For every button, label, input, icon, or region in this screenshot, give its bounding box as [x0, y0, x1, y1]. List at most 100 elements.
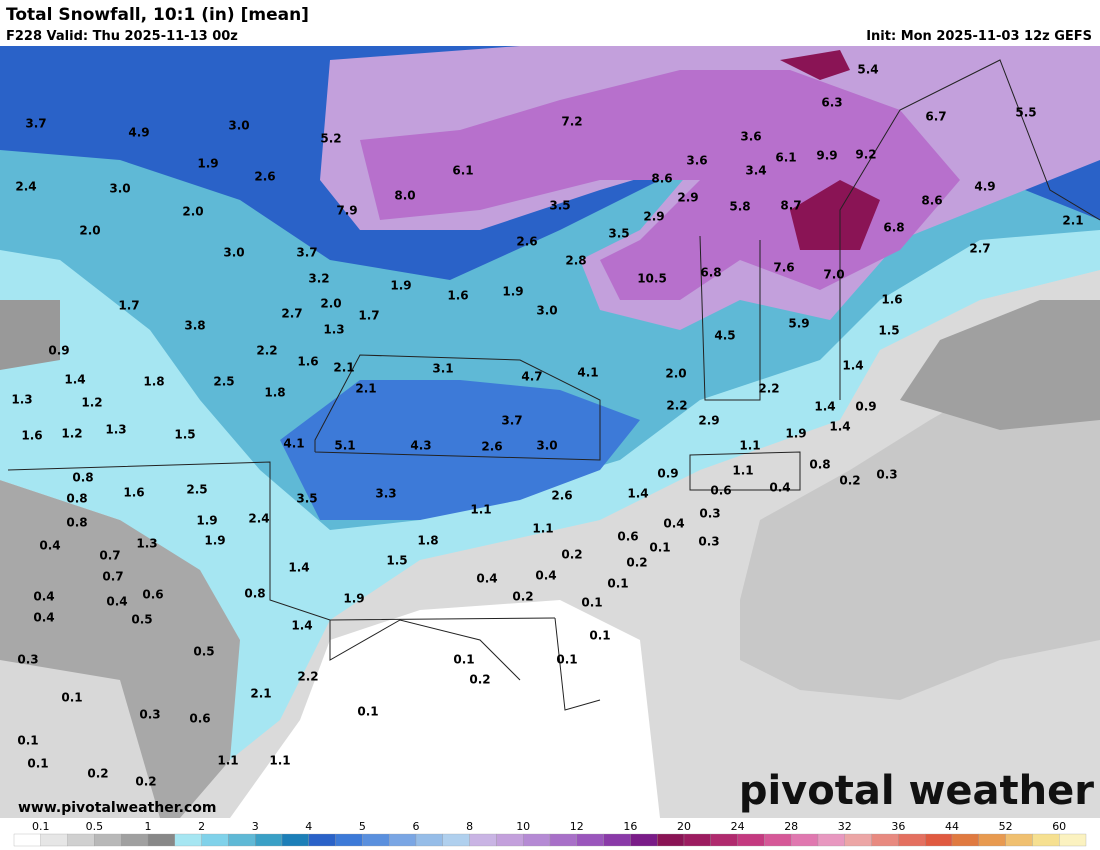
snow-value: 3.0 [109, 182, 130, 196]
colorbar-cell [1005, 833, 1033, 847]
snow-value: 0.3 [17, 653, 38, 667]
colorbar-label: 3 [252, 820, 259, 833]
colorbar-cell [121, 833, 149, 847]
snow-value: 1.3 [11, 393, 32, 407]
snow-value: 0.4 [39, 539, 60, 553]
snow-value: 1.7 [118, 299, 139, 313]
brand-logo: pivotal weather [739, 768, 1094, 814]
snow-band [280, 380, 640, 520]
snow-value: 1.5 [174, 428, 195, 442]
snow-value: 1.4 [829, 420, 850, 434]
snow-value: 0.1 [556, 653, 577, 667]
snow-value: 1.1 [532, 522, 553, 536]
snow-value: 2.6 [254, 170, 275, 184]
snow-value: 0.3 [699, 507, 720, 521]
snow-value: 3.2 [308, 272, 329, 286]
colorbar-label: 0.5 [86, 820, 104, 833]
snow-value: 2.1 [333, 361, 354, 375]
snow-value: 4.1 [577, 366, 598, 380]
snow-value: 3.4 [745, 164, 766, 178]
snow-value: 2.2 [297, 670, 318, 684]
colorbar-cell [844, 833, 872, 847]
snow-value: 0.9 [48, 344, 69, 358]
colorbar-cell [40, 833, 68, 847]
snow-value: 7.6 [773, 261, 794, 275]
colorbar-cell [523, 833, 551, 847]
snow-value: 3.0 [536, 439, 557, 453]
snow-value: 0.6 [710, 484, 731, 498]
snow-value: 4.3 [410, 439, 431, 453]
snow-value: 1.9 [196, 514, 217, 528]
snow-value: 0.6 [189, 712, 210, 726]
url: www.pivotalweather.com [18, 800, 217, 816]
snow-value: 2.0 [182, 205, 203, 219]
colorbar-cell [764, 833, 792, 847]
colorbar-cell [281, 833, 309, 847]
colorbar-cell [951, 833, 979, 847]
snow-value: 2.9 [677, 191, 698, 205]
ocean-shade [900, 300, 1100, 430]
colorbar-label: 5 [359, 820, 366, 833]
snow-value: 0.2 [87, 767, 108, 781]
snow-value: 7.9 [336, 204, 357, 218]
snow-value: 1.2 [61, 427, 82, 441]
colorbar-cell [683, 833, 711, 847]
snow-value: 0.4 [33, 590, 54, 604]
snow-value: 1.9 [204, 534, 225, 548]
colorbar-label: 2 [198, 820, 205, 833]
snow-value: 2.1 [355, 382, 376, 396]
colorbar: 0.1 0.5 1 2 3 4 5 6 8 10 12 16 20 24 28 32 36 44 52 60 [13, 820, 1087, 847]
colorbar-label: 12 [570, 820, 584, 833]
land-no-snow [230, 600, 660, 818]
snow-value: 6.3 [821, 96, 842, 110]
snow-value: 4.5 [714, 329, 735, 343]
snow-value: 6.1 [452, 164, 473, 178]
colorbar-cell [925, 833, 953, 847]
snow-value: 4.1 [283, 437, 304, 451]
snow-value: 3.7 [501, 414, 522, 428]
snow-value: 2.6 [516, 235, 537, 249]
colorbar-label: 44 [945, 820, 959, 833]
colorbar-cell [710, 833, 738, 847]
snow-value: 0.1 [453, 653, 474, 667]
colorbar-cell [174, 833, 202, 847]
colorbar-label: 16 [623, 820, 637, 833]
snow-value: 1.4 [842, 359, 863, 373]
snow-value: 2.4 [248, 512, 269, 526]
snow-value: 1.4 [814, 400, 835, 414]
title: Total Snowfall, 10:1 (in) [mean] [6, 5, 309, 25]
colorbar-cell [871, 833, 899, 847]
colorbar-cell [817, 833, 845, 847]
snow-value: 3.5 [549, 199, 570, 213]
snow-value: 6.1 [775, 151, 796, 165]
colorbar-cell [576, 833, 604, 847]
colorbar-cell [496, 833, 524, 847]
snow-value: 1.9 [502, 285, 523, 299]
snow-value: 1.4 [291, 619, 312, 633]
colorbar-label: 20 [677, 820, 691, 833]
snow-value: 0.3 [139, 708, 160, 722]
snow-value: 0.4 [663, 517, 684, 531]
snow-value: 3.6 [686, 154, 707, 168]
colorbar-cell [1032, 833, 1060, 847]
snow-value: 0.2 [469, 673, 490, 687]
colorbar-cell [389, 833, 417, 847]
snow-value: 3.8 [184, 319, 205, 333]
snow-value: 2.0 [665, 367, 686, 381]
snow-value: 3.7 [25, 117, 46, 131]
colorbar-label: 1 [145, 820, 152, 833]
snow-value: 0.4 [106, 595, 127, 609]
snow-value: 2.1 [1062, 214, 1083, 228]
colorbar-label: 32 [838, 820, 852, 833]
colorbar-label: 0.1 [32, 820, 50, 833]
snow-value: 2.7 [969, 242, 990, 256]
snow-value: 5.4 [857, 63, 878, 77]
colorbar-label: 52 [999, 820, 1013, 833]
snow-value: 0.3 [876, 468, 897, 482]
snow-value: 0.5 [193, 645, 214, 659]
colorbar-label: 10 [516, 820, 530, 833]
init-time: Init: Mon 2025-11-03 12z GEFS [866, 29, 1092, 44]
snow-value: 8.0 [394, 189, 415, 203]
snow-value: 3.5 [296, 492, 317, 506]
colorbar-cell [362, 833, 390, 847]
